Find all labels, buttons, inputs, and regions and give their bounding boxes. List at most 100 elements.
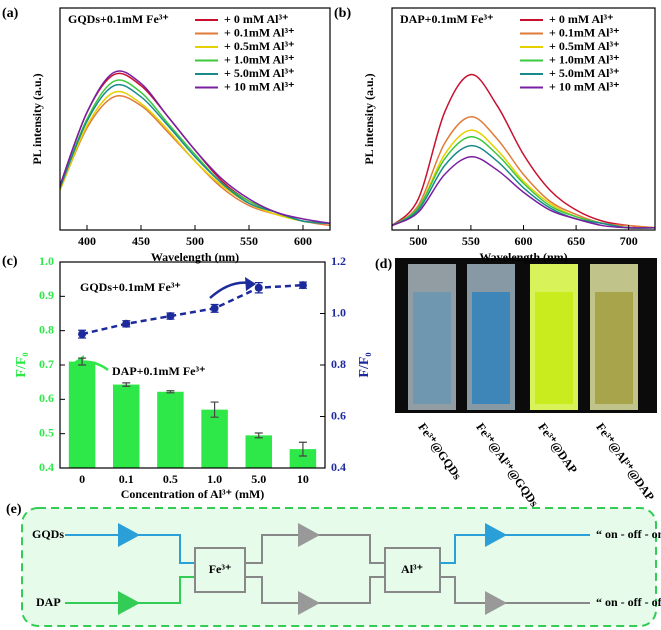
x-tick-label: 1.0 [207,472,222,486]
panel-label: (c) [2,254,18,269]
chart-title: DAP+0.1mM Fe³⁺ [400,12,493,26]
bar [68,361,96,468]
legend-label: + 0.1mM Al³⁺ [549,25,619,39]
caption: Fe³⁺@GQDs [415,420,464,482]
legend-label: + 5.0mM Al³⁺ [224,66,294,80]
x-tick-label: 500 [409,234,427,248]
x-tick-label: 650 [567,234,585,248]
output-label: “ on - off - off ” [596,595,661,609]
bar [201,409,228,468]
y-axis-label: PL intensity (a.u.) [362,73,376,164]
x-tick-label: 0 [79,472,85,486]
bar [289,449,317,468]
x-tick-label: 10 [297,472,309,486]
legend-label: + 0.5mM Al³⁺ [224,39,294,53]
spectrum-line [391,155,656,229]
panel-label: (e) [6,502,22,517]
y-axis-label: PL intensity (a.u.) [30,73,44,164]
gate [298,591,320,615]
x-tick-label: 550 [462,234,480,248]
gate [118,523,140,547]
y2-tick-label: 0.4 [331,460,346,474]
input-label: GQDs [32,527,64,541]
output-label: “ on - off - on ” [596,527,661,541]
gate [485,523,507,547]
point [78,330,87,339]
y2-tick-label: 1.0 [331,305,346,319]
y-tick-label: 1.0 [39,254,54,268]
x-axis-label: Wavelength (nm) [479,250,567,264]
x-tick-label: 0.1 [119,472,134,486]
x-tick-label: 400 [78,234,96,248]
panel-label: (d) [375,257,392,272]
error-bar [298,441,307,457]
chart-title: GQDs+0.1mM Fe³⁺ [68,12,169,26]
y-axis-label: F/F₀ [14,352,29,377]
point [122,319,131,328]
y-tick-label: 0.4 [39,460,54,474]
point [254,283,263,292]
caption: Fe³⁺@Al³⁺@GQDs [473,420,541,509]
error-bar [166,390,175,394]
trend-line [81,283,303,336]
legend-label: + 0 mM Al³⁺ [549,12,613,26]
point [298,281,307,290]
arrow [209,281,251,299]
error-bar [122,382,131,387]
error-bar [78,357,87,366]
legend-label: + 1.0mM Al³⁺ [549,52,619,66]
legend-label: + 10 mM Al³⁺ [549,79,619,93]
spectrum-line [59,90,331,225]
legend-label: + 0.1mM Al³⁺ [224,25,294,39]
y-tick-label: 0.7 [39,357,54,371]
diagram-frame [21,507,657,627]
arrow-head [245,277,256,291]
x-axis-label: Concentration of Al³⁺ (mM) [121,487,265,501]
x-tick-label: 550 [240,234,258,248]
x-tick-label: 450 [132,234,150,248]
series-label: DAP+0.1mM Fe³⁺ [112,364,205,378]
series-label: GQDs+0.1mM Fe³⁺ [80,280,181,294]
gate [118,591,140,615]
spectrum-line [391,116,656,229]
x-tick-label: 0.5 [163,472,178,486]
y2-tick-label: 0.6 [331,408,346,422]
input-label: DAP [36,595,61,609]
legend-label: + 10 mM Al³⁺ [224,79,294,93]
legend-label: + 5.0mM Al³⁺ [549,66,619,80]
bar [157,391,184,468]
spectrum-line [391,129,656,229]
gate [298,523,320,547]
caption: Fe³⁺@Al³⁺@DAP [593,420,657,503]
error-bar [254,432,263,439]
spectrum-line [391,73,656,229]
bar [245,435,272,468]
spectrum-line [391,144,656,229]
y2-tick-label: 1.2 [331,254,346,268]
legend-label: + 1.0mM Al³⁺ [224,52,294,66]
photo [395,258,657,413]
spectrum-line [59,79,331,225]
x-tick-label: 700 [620,234,638,248]
x-tick-label: 600 [515,234,533,248]
point [210,304,219,313]
y-tick-label: 0.9 [39,288,54,302]
y-tick-label: 0.8 [39,322,54,336]
y2-axis-label: F/F₀ [357,352,372,377]
x-axis-label: Wavelength (nm) [151,250,239,264]
x-tick-label: 500 [186,234,204,248]
x-tick-label: 5.0 [251,472,266,486]
gate-label: Fe³⁺ [209,562,232,576]
panel-label: (b) [334,6,351,21]
spectrum-line [59,70,331,225]
y-tick-label: 0.6 [39,391,54,405]
error-bar [210,401,219,418]
gate-label: Al³⁺ [401,562,423,576]
y2-tick-label: 0.8 [331,357,346,371]
gate [485,591,507,615]
legend-label: + 0 mM Al³⁺ [224,12,288,26]
x-tick-label: 600 [294,234,312,248]
spectrum-line [391,136,656,229]
panel-label: (a) [2,6,19,21]
